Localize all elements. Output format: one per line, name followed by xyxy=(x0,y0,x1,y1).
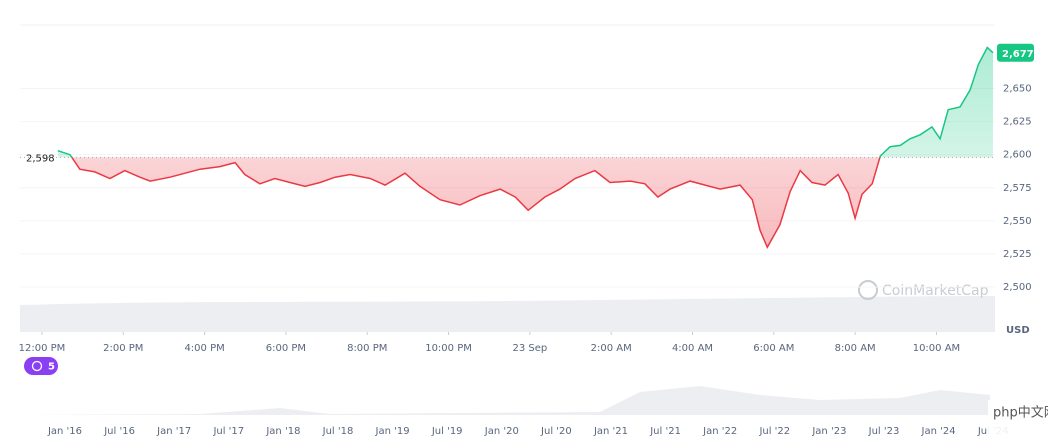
navigator-label: Jan '24 xyxy=(921,426,956,437)
y-unit: USD xyxy=(1006,325,1030,336)
x-tick-label: 6:00 PM xyxy=(266,343,306,354)
badge-icon xyxy=(31,360,43,372)
x-tick-label: 4:00 AM xyxy=(672,343,713,354)
navigator-label: Jul '19 xyxy=(431,426,463,437)
navigator-label: Jan '23 xyxy=(811,426,846,437)
watermark-logo xyxy=(858,280,878,300)
x-tick-label: 2:00 PM xyxy=(103,343,143,354)
navigator-label: Jul '22 xyxy=(758,426,790,437)
y-tick-label: 2,575 xyxy=(1003,183,1032,194)
navigator-label: Jul '21 xyxy=(649,426,681,437)
navigator-label: Jul '23 xyxy=(868,426,900,437)
y-tick-label: 2,600 xyxy=(1003,150,1032,161)
watermark: CoinMarketCap xyxy=(882,283,989,299)
navigator-label: Jul '20 xyxy=(540,426,572,437)
x-tick-label: 12:00 PM xyxy=(19,343,66,354)
navigator-label: Jan '19 xyxy=(375,426,410,437)
navigator-label: Jan '21 xyxy=(593,426,628,437)
site-mark-bg xyxy=(988,400,1048,447)
x-tick-label: 2:00 AM xyxy=(591,343,632,354)
navigator-label: Jan '16 xyxy=(47,426,82,437)
x-tick-label: 4:00 PM xyxy=(184,343,224,354)
x-tick-label: 8:00 PM xyxy=(347,343,387,354)
navigator-label: Jul '18 xyxy=(322,426,354,437)
price-line-down xyxy=(70,157,881,250)
navigator-area xyxy=(20,386,990,415)
y-tick-label: 2,625 xyxy=(1003,117,1032,128)
x-tick-label: 8:00 AM xyxy=(835,343,876,354)
x-tick-label: 10:00 PM xyxy=(425,343,472,354)
price-line-up xyxy=(57,46,994,158)
x-tick-label: 23 Sep xyxy=(512,343,547,354)
y-tick-label: 2,500 xyxy=(1003,282,1032,293)
navigator-label: Jan '20 xyxy=(484,426,519,437)
x-tick-label: 6:00 AM xyxy=(753,343,794,354)
navigator-label: Jan '18 xyxy=(265,426,300,437)
y-tick-label: 2,650 xyxy=(1003,84,1032,95)
badge-count[interactable]: 5 xyxy=(48,362,55,373)
site-mark: php中文网 xyxy=(993,406,1048,421)
volume-area xyxy=(20,296,995,332)
navigator-label: Jul '16 xyxy=(103,426,135,437)
price-tag-label: 2,677 xyxy=(1002,49,1034,60)
y-tick-label: 2,525 xyxy=(1003,249,1032,260)
price-tag xyxy=(997,43,1034,62)
y-tick-label: 2,550 xyxy=(1003,216,1032,227)
area-up xyxy=(57,47,993,158)
navigator-label: Jan '22 xyxy=(702,426,737,437)
navigator-label: Jan '17 xyxy=(156,426,191,437)
baseline-label: 2,598 xyxy=(26,153,55,164)
x-tick-label: 10:00 AM xyxy=(913,343,960,354)
area-down xyxy=(57,157,993,248)
navigator-label: Jul '17 xyxy=(212,426,244,437)
